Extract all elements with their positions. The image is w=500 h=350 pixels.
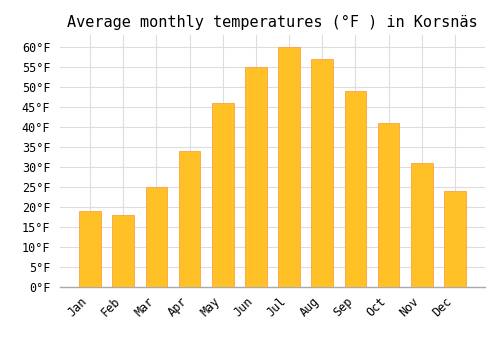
Bar [378, 123, 400, 287]
Title: Average monthly temperatures (°F ) in Korsnäs: Average monthly temperatures (°F ) in Ko… [67, 15, 478, 30]
Bar [212, 103, 234, 287]
Bar [444, 191, 466, 287]
Bar [278, 47, 300, 287]
Bar [312, 59, 333, 287]
Bar [179, 151, 201, 287]
Bar [146, 187, 167, 287]
Bar [245, 67, 266, 287]
Bar [112, 215, 134, 287]
Bar [411, 163, 432, 287]
Bar [344, 91, 366, 287]
Bar [80, 211, 101, 287]
